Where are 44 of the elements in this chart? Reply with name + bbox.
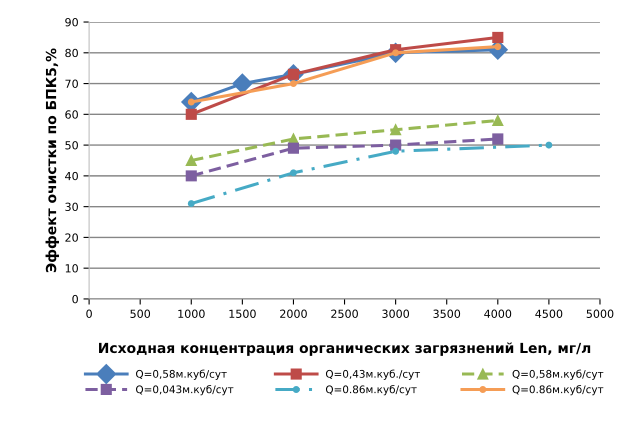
point xyxy=(545,142,552,149)
point xyxy=(232,74,252,94)
x-tick-label: 3500 xyxy=(433,310,460,318)
point xyxy=(188,200,195,208)
point xyxy=(492,133,504,145)
point xyxy=(494,43,502,50)
y-tick-label: 40 xyxy=(65,172,78,180)
x-tick-label: 1500 xyxy=(229,310,256,318)
point xyxy=(492,114,504,126)
legend-label: Q=0,58м.куб/сут xyxy=(512,370,604,380)
legend-label: Q=0,043м.куб/сут xyxy=(136,385,234,396)
x-tick-label: 4000 xyxy=(484,310,512,318)
x-tick-label: 0 xyxy=(86,310,92,318)
point xyxy=(390,124,402,136)
x-tick-label: 2500 xyxy=(331,310,358,318)
legend-label: Q=0.86м.куб/сут xyxy=(326,385,417,396)
point xyxy=(492,32,504,43)
legend-label: Q=0,43м.куб./сут xyxy=(326,370,420,380)
y-tick-label: 90 xyxy=(65,18,78,26)
point xyxy=(186,108,197,120)
y-tick-label: 10 xyxy=(66,264,78,273)
point xyxy=(290,169,297,176)
y-tick-label: 20 xyxy=(65,233,78,242)
y-tick-label: 80 xyxy=(65,48,78,58)
y-axis-title: Эффект очистки по БПК5,% xyxy=(46,48,59,272)
y-tick-label: 50 xyxy=(65,141,78,150)
y-tick-label: 0 xyxy=(72,294,78,304)
x-tick-label: 2000 xyxy=(280,310,307,318)
legend-label: Q=0.86м.куб/сут xyxy=(512,385,604,396)
point xyxy=(186,154,197,166)
y-tick-label: 30 xyxy=(65,202,78,212)
x-tick-label: 500 xyxy=(130,310,150,318)
x-tick-label: 5000 xyxy=(586,310,614,318)
x-tick-label: 4500 xyxy=(535,310,562,318)
legend-label: Q=0,58м.куб/сут xyxy=(136,370,227,380)
x-axis-title: Исходная концентрация органических загрязнений Len, мг/л xyxy=(99,342,590,356)
x-tick-label: 1000 xyxy=(178,310,205,318)
point xyxy=(392,148,400,155)
point xyxy=(186,170,197,182)
y-tick-label: 70 xyxy=(65,80,78,88)
point xyxy=(290,80,297,88)
x-tick-label: 3000 xyxy=(382,310,410,318)
y-tick-label: 60 xyxy=(65,110,78,119)
point xyxy=(288,142,300,154)
